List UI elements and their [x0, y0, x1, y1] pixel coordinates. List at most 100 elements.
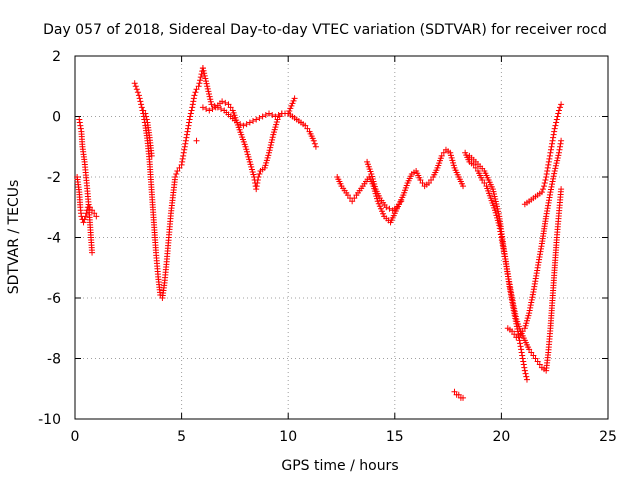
data-point [254, 180, 261, 187]
data-point [472, 164, 479, 171]
data-point [557, 143, 564, 150]
data-point [179, 155, 186, 162]
data-point [558, 101, 565, 108]
data-point [370, 178, 377, 185]
data-point [206, 93, 213, 100]
data-point [246, 156, 253, 163]
data-point [523, 373, 530, 380]
data-point [517, 331, 524, 338]
data-point [371, 181, 378, 188]
data-point [222, 99, 229, 106]
data-points [74, 65, 565, 401]
data-point [518, 349, 525, 356]
data-point [520, 358, 527, 365]
data-point [558, 186, 565, 193]
data-point [522, 322, 529, 329]
data-point [523, 376, 530, 383]
data-point [555, 110, 562, 117]
data-point [553, 116, 560, 123]
data-point [265, 152, 272, 159]
data-point [448, 154, 455, 161]
data-point [267, 142, 274, 149]
data-point [529, 291, 536, 298]
y-axis-label: SDTVAR / TECUs [6, 180, 22, 295]
data-point [557, 104, 564, 111]
data-point [197, 77, 204, 84]
data-point [558, 137, 565, 144]
data-point [193, 137, 200, 144]
data-point [244, 151, 251, 158]
data-point [204, 85, 211, 92]
data-point [528, 299, 535, 306]
data-point [517, 343, 524, 350]
y-tick-label: -4 [47, 231, 61, 247]
data-point [549, 137, 556, 144]
data-point [428, 177, 435, 184]
data-point [523, 317, 530, 324]
data-point [547, 149, 554, 156]
data-point [511, 331, 518, 338]
data-point [551, 125, 558, 132]
data-point [451, 388, 458, 395]
data-point [538, 189, 545, 196]
data-point [81, 216, 88, 223]
data-point [523, 320, 530, 327]
data-point [250, 118, 257, 125]
data-point [186, 119, 193, 126]
data-point [89, 249, 96, 256]
data-point [204, 83, 211, 90]
data-point [377, 205, 384, 212]
data-point [383, 204, 390, 211]
data-point [196, 80, 203, 87]
data-point [549, 140, 556, 147]
data-point [131, 80, 138, 87]
data-point [543, 174, 550, 180]
data-point [270, 131, 277, 138]
data-point [522, 370, 529, 377]
data-point [248, 163, 255, 170]
data-point [243, 148, 250, 155]
data-point [520, 361, 527, 368]
data-point [183, 131, 190, 138]
data-point [302, 122, 309, 129]
data-point [253, 183, 260, 190]
data-point [76, 119, 83, 126]
data-point [375, 200, 382, 207]
data-point [173, 170, 180, 177]
data-point [524, 315, 531, 322]
data-point [180, 152, 187, 159]
data-point [201, 72, 208, 79]
data-point [138, 101, 145, 108]
x-axis-label: GPS time / hours [281, 458, 398, 474]
data-point [546, 152, 553, 159]
data-point [285, 110, 292, 117]
data-point [518, 346, 525, 353]
data-point [242, 143, 249, 150]
data-point [205, 88, 212, 95]
data-point [526, 310, 533, 317]
data-point [142, 110, 149, 117]
data-point [527, 302, 534, 309]
y-tick-label: -6 [47, 291, 61, 307]
data-point [547, 189, 554, 196]
data-point [470, 161, 477, 168]
data-point [526, 307, 533, 314]
data-point [276, 113, 283, 120]
data-point [479, 177, 486, 184]
data-point [179, 158, 186, 165]
data-point [289, 100, 296, 107]
data-point [185, 122, 192, 129]
data-point [554, 154, 561, 161]
data-point [510, 302, 517, 309]
data-point [548, 143, 555, 150]
data-point [543, 170, 550, 177]
data-point [528, 296, 535, 303]
data-point [267, 144, 274, 151]
data-point [519, 355, 526, 362]
data-point [288, 102, 295, 109]
data-point [209, 105, 216, 112]
data-point [516, 337, 523, 344]
data-point [553, 160, 560, 167]
data-point [143, 113, 150, 120]
data-point [275, 111, 282, 118]
